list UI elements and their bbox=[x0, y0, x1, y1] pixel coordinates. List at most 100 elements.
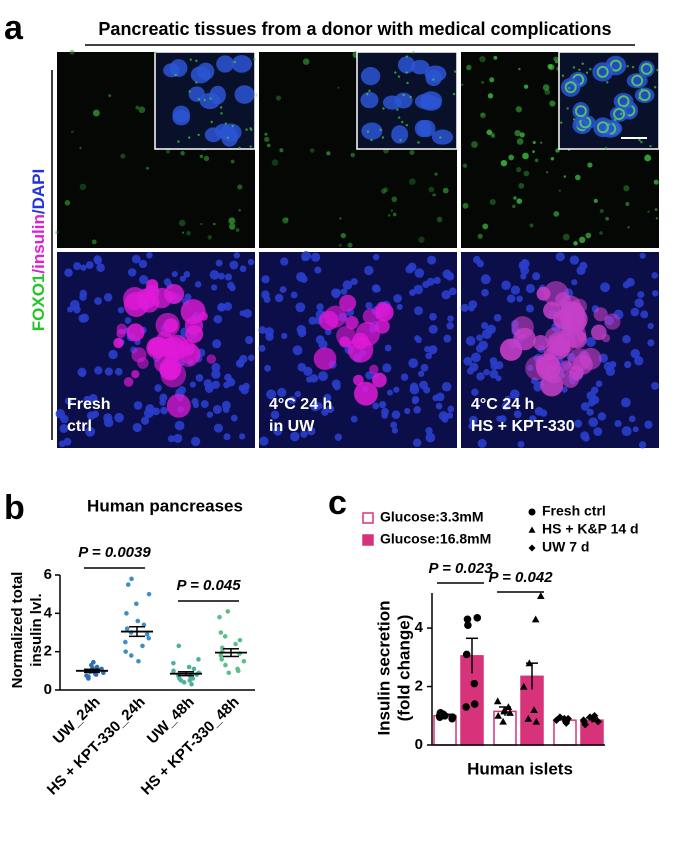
nuclear-foxo1 bbox=[596, 65, 609, 78]
dapi-nucleus bbox=[447, 405, 455, 413]
dapi-nucleus bbox=[133, 401, 143, 410]
foxo1-speckle bbox=[368, 89, 371, 93]
dapi-nucleus bbox=[409, 384, 420, 395]
dapi-nucleus bbox=[175, 388, 183, 396]
dapi-nucleus bbox=[160, 406, 168, 415]
point bbox=[473, 614, 482, 622]
dapi-nucleus bbox=[334, 433, 343, 441]
dapi-nucleus bbox=[307, 427, 316, 436]
foxo1-speckle bbox=[613, 118, 617, 122]
insulin-signal bbox=[550, 337, 569, 356]
dapi-nucleus bbox=[306, 376, 313, 383]
dapi-nucleus bbox=[414, 335, 421, 342]
dapi-nucleus bbox=[435, 402, 443, 410]
foxo1-signal bbox=[519, 132, 525, 138]
foxo1-signal bbox=[553, 210, 560, 217]
dapi-nucleus bbox=[124, 317, 132, 324]
foxo1-signal bbox=[529, 223, 534, 228]
foxo1-signal bbox=[237, 184, 243, 190]
nucleus bbox=[592, 62, 614, 82]
foxo1-signal bbox=[518, 182, 525, 189]
dapi-nucleus bbox=[79, 293, 87, 301]
foxo1-signal bbox=[461, 83, 464, 86]
dapi-nucleus bbox=[280, 257, 289, 266]
foxo1-signal bbox=[500, 159, 508, 167]
foxo1-signal bbox=[513, 196, 517, 200]
dapi-nucleus bbox=[64, 397, 73, 405]
point bbox=[176, 643, 182, 649]
insulin-signal bbox=[179, 344, 201, 365]
dapi-nucleus bbox=[651, 272, 659, 279]
foxo1-signal bbox=[625, 201, 630, 206]
foxo1-speckle bbox=[203, 98, 206, 102]
foxo1-signal bbox=[653, 179, 659, 185]
dapi-nucleus bbox=[261, 275, 270, 284]
foxo1-speckle bbox=[405, 55, 409, 58]
insulin-signal bbox=[499, 338, 523, 361]
dapi-nucleus bbox=[468, 415, 478, 425]
foxo1-signal bbox=[264, 136, 270, 143]
foxo1-signal bbox=[516, 198, 523, 204]
insulin-signal bbox=[375, 302, 394, 322]
point bbox=[128, 653, 134, 658]
dapi-nucleus bbox=[622, 281, 630, 289]
foxo1-speckle bbox=[626, 65, 629, 68]
foxo1-signal bbox=[493, 55, 498, 60]
dapi-nucleus bbox=[264, 327, 274, 337]
foxo1-speckle bbox=[402, 93, 405, 97]
dapi-nucleus bbox=[614, 420, 622, 428]
dapi-nucleus bbox=[192, 402, 199, 409]
dapi-nucleus bbox=[525, 304, 534, 313]
nucleus bbox=[360, 91, 379, 109]
foxo1-signal bbox=[587, 162, 593, 168]
foxo1-signal bbox=[477, 233, 483, 239]
dapi-nucleus bbox=[83, 395, 91, 404]
foxo1-signal bbox=[558, 189, 561, 192]
dapi-nucleus bbox=[215, 259, 223, 267]
nucleus bbox=[397, 56, 416, 74]
nucleus bbox=[216, 55, 234, 73]
point bbox=[528, 508, 536, 516]
foxo1-signal bbox=[428, 186, 435, 193]
dapi-nucleus bbox=[441, 290, 451, 300]
dapi-nucleus bbox=[381, 407, 389, 416]
dapi-nucleus bbox=[350, 278, 358, 286]
dapi-nucleus bbox=[582, 434, 590, 442]
insulin-signal bbox=[116, 328, 126, 339]
foxo1-signal bbox=[182, 231, 185, 234]
legend-label: Fresh ctrl bbox=[542, 503, 606, 519]
dapi-nucleus bbox=[179, 275, 186, 282]
dapi-nucleus bbox=[384, 344, 392, 352]
dapi-nucleus bbox=[443, 334, 452, 343]
dapi-nucleus bbox=[296, 271, 306, 282]
dapi-nucleus bbox=[290, 431, 300, 442]
dapi-nucleus bbox=[469, 362, 479, 372]
foxo1-speckle bbox=[578, 68, 581, 72]
dapi-nucleus bbox=[206, 411, 214, 418]
insulin-signal bbox=[532, 334, 549, 351]
dapi-nucleus bbox=[131, 254, 141, 264]
dapi-nucleus bbox=[525, 283, 536, 294]
dapi-nucleus bbox=[297, 328, 307, 338]
foxo1-signal bbox=[326, 151, 331, 156]
nucleus bbox=[361, 122, 383, 140]
dapi-nucleus bbox=[476, 372, 485, 381]
dapi-nucleus bbox=[212, 404, 222, 415]
foxo1-speckle bbox=[366, 92, 369, 96]
foxo1-speckle bbox=[412, 51, 415, 54]
dapi-nucleus bbox=[340, 288, 348, 295]
dapi-nucleus bbox=[77, 367, 87, 377]
foxo1-speckle bbox=[226, 136, 230, 139]
foxo1-speckle bbox=[405, 71, 408, 74]
foxo1-signal bbox=[482, 223, 489, 230]
insulin-signal bbox=[123, 377, 134, 387]
dapi-nucleus bbox=[159, 399, 167, 406]
dapi-nucleus bbox=[448, 287, 457, 296]
point bbox=[531, 615, 540, 623]
foxo1-speckle bbox=[233, 60, 237, 64]
dapi-nucleus bbox=[213, 423, 223, 433]
point bbox=[519, 682, 528, 690]
dapi-nucleus bbox=[382, 363, 392, 373]
dapi-nucleus bbox=[412, 438, 422, 447]
dapi-nucleus bbox=[639, 252, 646, 259]
